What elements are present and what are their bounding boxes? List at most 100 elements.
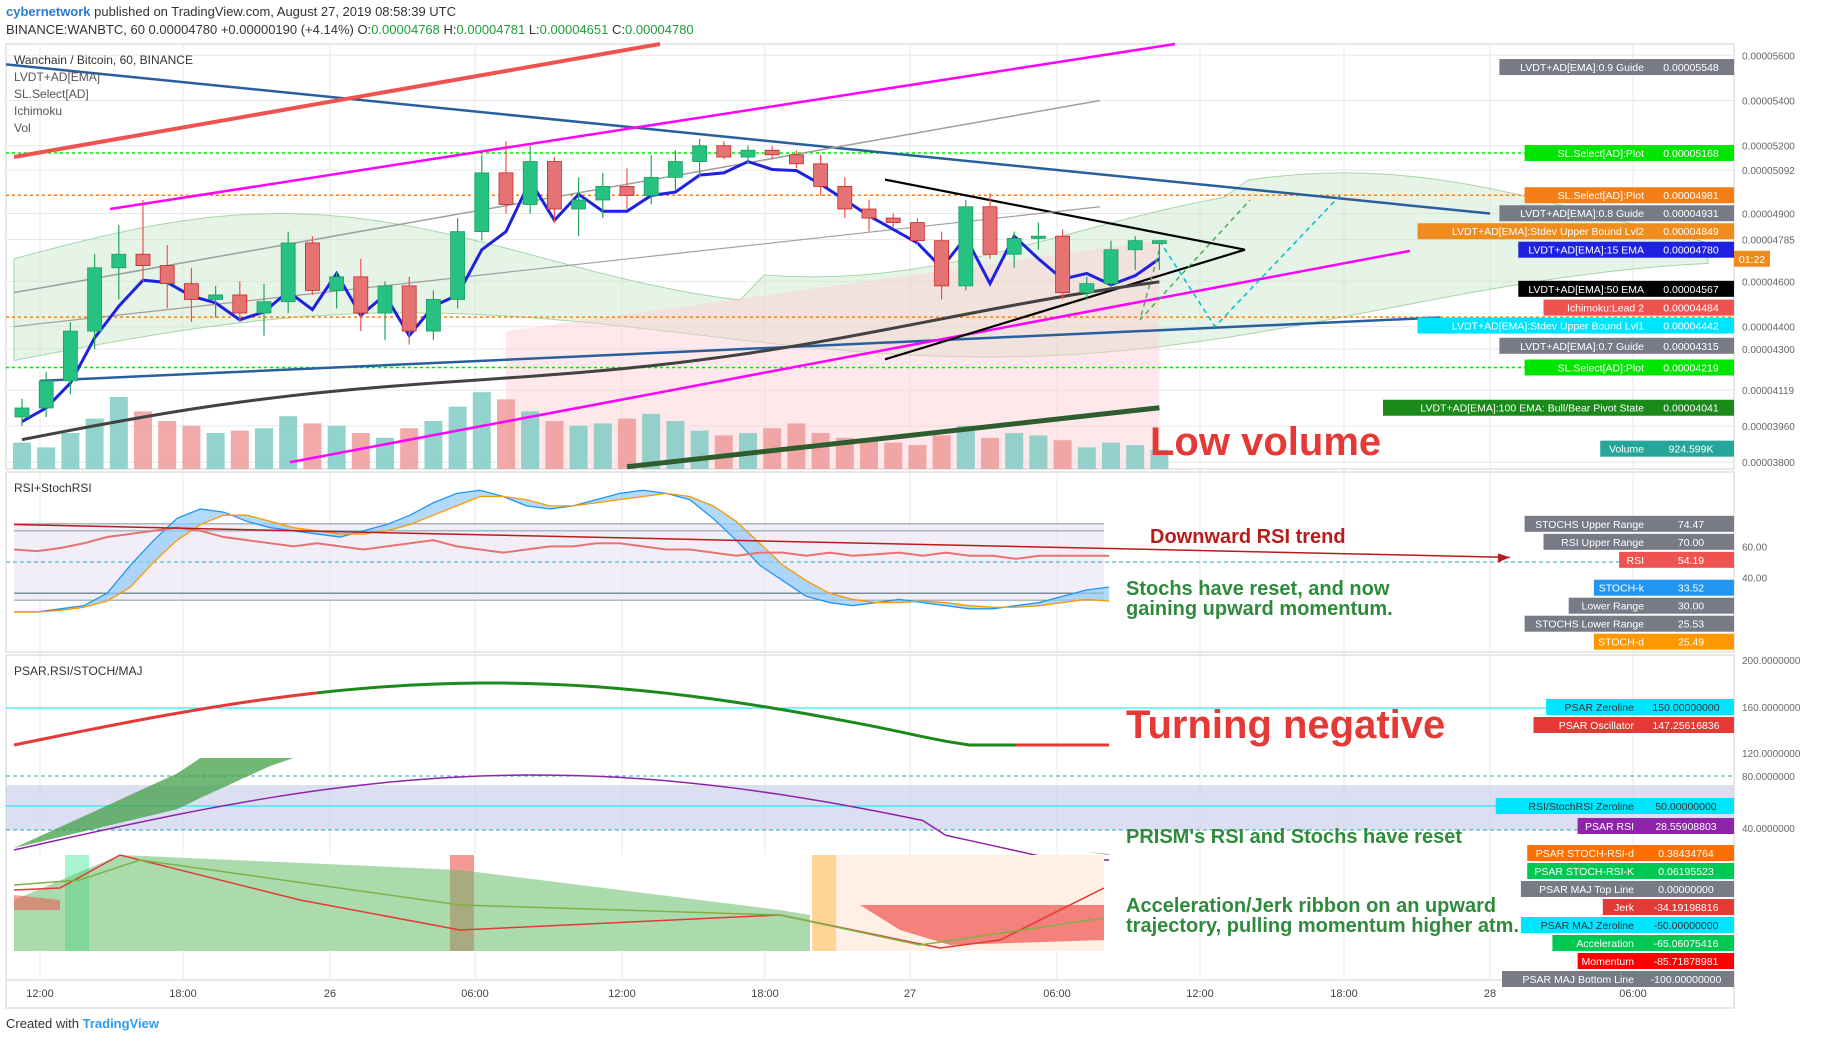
psar-axis-label-value-bg [1638, 953, 1734, 969]
psar-axis-label-value: -50.00000000 [1654, 920, 1719, 932]
published-text: published on TradingView.com, August 27,… [94, 4, 457, 19]
price-axis-label-value-bg [1648, 299, 1734, 316]
volume-bar [37, 447, 56, 469]
author-name[interactable]: cybernetwork [6, 4, 91, 19]
volume-bar [1102, 442, 1120, 469]
chart-canvas[interactable]: 12:00 18:00 26 06:00 12:00 18:00 27 06:00 12:00 1… [0, 0, 1840, 1010]
price-axis-label-value: 0.00005168 [1663, 148, 1719, 160]
x-tick-label: 06:00 [461, 988, 489, 1000]
candle-body [547, 161, 562, 210]
rsi-axis-label-text: RSI [1626, 555, 1644, 567]
price-axis-label: LVDT+AD[EMA]:0.9 Guide 0.00005548 [1499, 59, 1734, 76]
price-axis-label-value: 924.599K [1669, 444, 1714, 456]
candle-body [692, 145, 707, 162]
psar-axis-label-text: PSAR STOCH-RSI-d [1536, 848, 1635, 860]
candle-body [934, 240, 949, 287]
volume-bar [545, 421, 564, 469]
volume-bar [351, 433, 370, 469]
rsi-axis-label-value: 54.19 [1678, 555, 1704, 567]
price-axis-label-value: 0.00004041 [1663, 403, 1719, 415]
rsi-axis-label-bg [1593, 633, 1648, 650]
rsi-axis-label: STOCHS Upper Range 74.47 [1524, 515, 1734, 532]
psar-axis-label-value: 0.38434764 [1658, 848, 1714, 860]
psar-rsi-zone [6, 785, 1734, 830]
candle-body [522, 161, 538, 205]
ema100-line [626, 405, 1160, 470]
price-axis-label-text: LVDT+AD[EMA]:Stdev Upper Bound Lvl2 [1452, 226, 1644, 238]
psar-axis-label-bg [1527, 845, 1638, 861]
volume-bar [1029, 435, 1048, 469]
rsi-axis-label-value-bg [1648, 579, 1734, 596]
price-axis-label-value: 0.00004567 [1663, 284, 1719, 296]
candle-body [425, 299, 441, 332]
price-axis-label: LVDT+AD[EMA]:100 EMA: Bull/Bear Pivot St… [1383, 399, 1734, 416]
projection-cyan [1158, 194, 1341, 328]
price-axis-label-text: Volume [1609, 444, 1644, 456]
volume-bar [1005, 433, 1024, 469]
psar-axis-label-text: RSI/StochRSI Zeroline [1528, 801, 1634, 813]
volume-bar [400, 428, 419, 469]
psar-axis-label: PSAR RSI 28.55908803 [1577, 818, 1734, 834]
psar-osc-red [13, 691, 318, 747]
candle-body [1152, 240, 1167, 244]
ohlc-o-value: 0.00004768 [371, 22, 440, 37]
rsi-axis-label-value-bg [1648, 597, 1734, 614]
psar-axis-label-value-bg [1638, 699, 1734, 715]
rsi-axis-label-text: STOCH-k [1599, 583, 1645, 595]
volume-bar [448, 406, 467, 469]
indicator-legend-item: LVDT+AD[EMA] [14, 70, 100, 84]
volume-bar [134, 411, 152, 469]
volume-bar [714, 435, 733, 469]
x-tick-label: 06:00 [1043, 988, 1071, 1000]
rsi-axis-label-bg [1524, 515, 1648, 532]
price-tick-label: 0.00004600 [1742, 277, 1795, 288]
price-axis-label-value-bg [1648, 317, 1734, 334]
volume-bar [472, 392, 491, 469]
candle-body [474, 172, 490, 233]
volume-bar [1077, 447, 1096, 469]
candle-body [135, 253, 151, 266]
candle-body [450, 231, 466, 300]
volume-bar [230, 430, 249, 469]
price-axis-label-bg [1524, 144, 1648, 161]
price-axis-label: LVDT+AD[EMA]:Stdev Upper Bound Lvl1 0.000… [1417, 317, 1734, 334]
psar-axis-label-text: Momentum [1581, 956, 1634, 968]
candle-body [353, 276, 369, 314]
x-tick-label: 06:00 [1619, 988, 1647, 1000]
acceleration-line [13, 859, 1105, 946]
time-axis[interactable] [5, 979, 1735, 1009]
price-axis-label: SL.Select[AD]:Plot 0.00004981 [1524, 187, 1734, 204]
tradingview-logo[interactable]: TradingView [82, 1016, 159, 1031]
psar-tick-label: 80.0000000 [1742, 772, 1795, 783]
psar-axis-label: PSAR STOCH-RSI-d 0.38434764 [1527, 845, 1734, 861]
psar-rsi-line [13, 774, 1110, 861]
rsi-axis-label-bg [1568, 597, 1648, 614]
volume-bar [1126, 445, 1145, 469]
price-axis-label-value-bg [1648, 187, 1734, 204]
jerk-line [13, 854, 1105, 949]
psar-axis-label: RSI/StochRSI Zeroline 50.00000000 [1495, 798, 1734, 814]
price-tick-label: 0.00004785 [1742, 236, 1795, 247]
countdown-badge [1734, 250, 1770, 267]
psar-axis-label: PSAR MAJ Bottom Line -100.00000000 [1502, 971, 1734, 987]
psar-axis-label-bg [1527, 863, 1638, 879]
volume-bar [1053, 440, 1072, 469]
price-axis-label-value: 0.00004315 [1663, 341, 1719, 353]
psar-axis-label-value-bg [1638, 917, 1734, 933]
momentum-area-red-start [14, 895, 60, 910]
candle-body [958, 206, 974, 287]
long-ema-line [13, 42, 661, 160]
lower-channel-line [289, 249, 1411, 464]
rsi-axis-label-value: 30.00 [1678, 601, 1704, 613]
candle-body [571, 199, 586, 210]
price-axis-label-value: 0.00004219 [1663, 362, 1719, 374]
rsi-trend-arrowhead [1498, 553, 1510, 563]
psar-axis-label-text: PSAR MAJ Zeroline [1541, 920, 1635, 932]
annotation-accel-jerk-1: Acceleration/Jerk ribbon on an upward [1126, 895, 1496, 917]
candle-body [208, 294, 224, 300]
psar-axis-label-bg [1577, 953, 1638, 969]
price-axis-label-value: 0.00004484 [1663, 303, 1719, 315]
price-axis-label-bg [1499, 59, 1648, 76]
indicator-legend-item: Ichimoku [14, 104, 62, 118]
bearish-zone [506, 240, 1160, 469]
